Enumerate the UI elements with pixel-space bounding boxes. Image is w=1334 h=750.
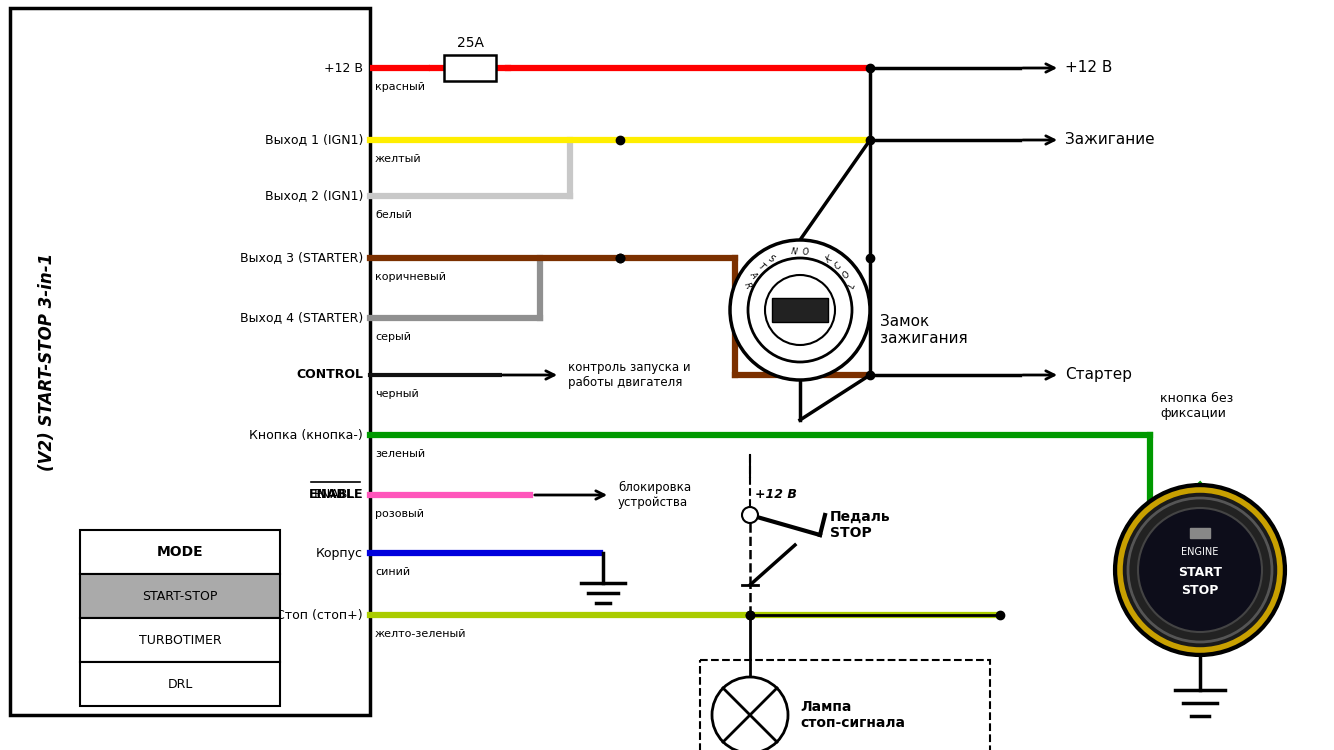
Text: Замок
зажигания: Замок зажигания: [880, 314, 967, 346]
Circle shape: [1129, 498, 1273, 642]
Circle shape: [748, 258, 852, 362]
Text: Кнопка (кнопка-): Кнопка (кнопка-): [249, 428, 363, 442]
Text: K: K: [824, 254, 834, 265]
Text: +12 В: +12 В: [755, 488, 796, 502]
Text: START: START: [1178, 566, 1222, 578]
Circle shape: [712, 677, 788, 750]
Circle shape: [1115, 485, 1285, 655]
Text: синий: синий: [375, 567, 410, 577]
Text: блокировка
устройства: блокировка устройства: [618, 481, 691, 509]
Text: Выход 4 (STARTER): Выход 4 (STARTER): [240, 311, 363, 325]
Text: Педаль
STOP: Педаль STOP: [830, 510, 891, 540]
Text: A: A: [748, 270, 759, 280]
Text: Выход 2 (IGN1): Выход 2 (IGN1): [264, 190, 363, 202]
Text: C: C: [834, 261, 843, 272]
Text: ENABLE: ENABLE: [308, 488, 363, 502]
Bar: [772, 298, 828, 322]
Text: Выход 3 (STARTER): Выход 3 (STARTER): [240, 251, 363, 265]
Text: Корпус: Корпус: [316, 547, 363, 560]
Text: Стоп (стоп+): Стоп (стоп+): [276, 608, 363, 622]
Text: L: L: [847, 281, 858, 290]
Text: желто-зеленый: желто-зеленый: [375, 629, 467, 639]
Text: Зажигание: Зажигание: [1065, 133, 1155, 148]
Bar: [444, 55, 496, 81]
Text: Стартер: Стартер: [1065, 368, 1133, 382]
Text: черный: черный: [375, 389, 419, 399]
Circle shape: [764, 275, 835, 345]
Text: ENGINE: ENGINE: [1182, 547, 1219, 557]
Text: CONTROL: CONTROL: [296, 368, 363, 382]
Text: START-STOP: START-STOP: [143, 590, 217, 602]
Text: контроль запуска и
работы двигателя: контроль запуска и работы двигателя: [568, 361, 691, 389]
Circle shape: [1121, 490, 1281, 650]
Text: серый: серый: [375, 332, 411, 342]
Text: O: O: [802, 248, 810, 257]
Bar: [80, 574, 280, 618]
Text: желтый: желтый: [375, 154, 422, 164]
Text: зеленый: зеленый: [375, 449, 426, 459]
Text: красный: красный: [375, 82, 426, 92]
Text: розовый: розовый: [375, 509, 424, 519]
Text: TURBOTIMER: TURBOTIMER: [139, 634, 221, 646]
Text: 25A: 25A: [456, 36, 483, 50]
Bar: [80, 662, 280, 706]
Text: S: S: [767, 254, 776, 265]
Text: T: T: [756, 262, 767, 272]
Text: +12 B: +12 B: [324, 62, 363, 74]
Text: +12 В: +12 В: [1065, 61, 1113, 76]
Bar: [80, 618, 280, 662]
Bar: [700, 660, 990, 750]
Text: R: R: [742, 281, 752, 290]
Text: STOP: STOP: [1182, 584, 1219, 596]
Text: Выход 1 (IGN1): Выход 1 (IGN1): [264, 134, 363, 146]
Text: ENABLE: ENABLE: [313, 488, 363, 502]
Text: коричневый: коричневый: [375, 272, 446, 282]
Text: MODE: MODE: [156, 545, 203, 559]
Text: DRL: DRL: [167, 677, 192, 691]
Text: Лампа
стоп-сигнала: Лампа стоп-сигнала: [800, 700, 904, 730]
Circle shape: [1138, 508, 1262, 632]
Circle shape: [742, 507, 758, 523]
Text: (V2) START-STOP 3-in-1: (V2) START-STOP 3-in-1: [37, 252, 56, 471]
Text: N: N: [791, 248, 798, 257]
Bar: [1190, 528, 1210, 538]
Text: белый: белый: [375, 210, 412, 220]
Circle shape: [730, 240, 870, 380]
Text: кнопка без
фиксации: кнопка без фиксации: [1161, 392, 1233, 420]
Bar: [80, 530, 280, 574]
Text: O: O: [840, 270, 852, 280]
Bar: [9, 8, 370, 715]
